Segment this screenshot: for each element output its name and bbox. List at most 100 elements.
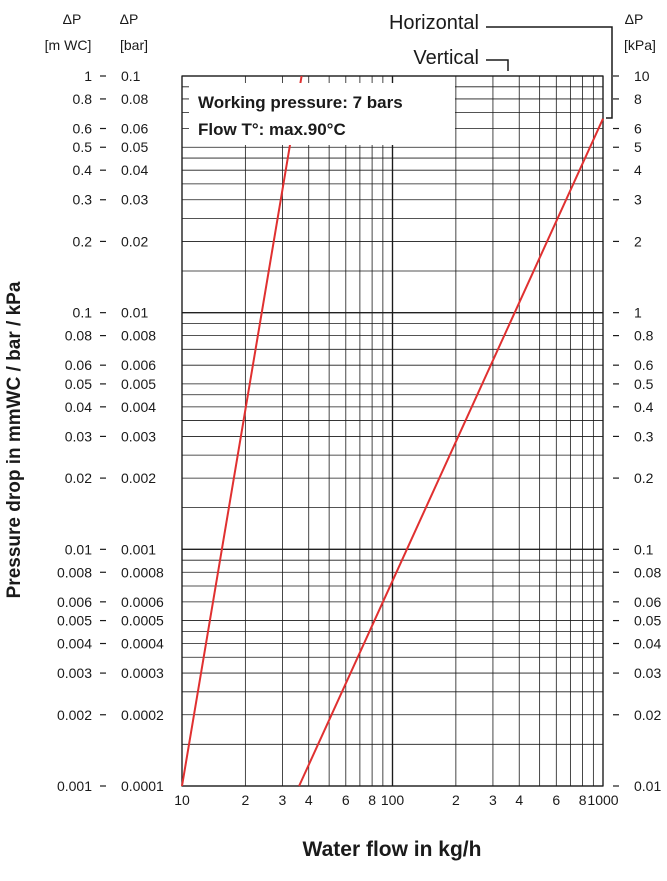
y-tick-label-bar: 0.0006 [121,594,164,610]
y-tick-label-m-wc: 0.8 [73,91,93,107]
y-tick-label-kpa: 0.1 [634,541,654,557]
y-tick-label-m-wc: 0.1 [73,305,93,321]
y-tick-label-bar: 0.03 [121,192,148,208]
y-tick-label-bar: 0.1 [121,68,141,84]
grid [181,75,604,787]
annotation-working-pressure: Working pressure: 7 bars [198,93,403,112]
plot-frame [181,75,604,787]
y-tick-label-m-wc: 0.3 [73,192,93,208]
y-tick-label-m-wc: 0.004 [57,636,92,652]
leader-horizontal [486,26,613,119]
y-tick-label-bar: 0.008 [121,328,156,344]
y-tick-label-bar: 0.0008 [121,564,164,580]
x-tick-label: 3 [489,792,497,808]
axis-unit-bar: [bar] [120,37,148,53]
series-line-horizontal [181,75,303,787]
y-tick-label-kpa: 2 [634,233,642,249]
leader-vertical [486,59,509,71]
x-tick-label: 6 [552,792,560,808]
x-tick-label: 1000 [587,792,618,808]
axis-unit-kpa: [kPa] [624,37,656,53]
y-tick-label-bar: 0.005 [121,376,156,392]
x-tick-label: 8 [579,792,587,808]
y-tick-label-m-wc: 0.5 [73,139,93,155]
x-tick-label: 2 [241,792,249,808]
y-tick-label-m-wc: 1 [84,68,92,84]
y-tick-label-kpa: 0.5 [634,376,654,392]
y-tick-label-kpa: 0.2 [634,470,654,486]
y-tick-label-m-wc: 0.02 [65,470,92,486]
x-tick-label: 100 [381,792,405,808]
y-tick-label-kpa: 0.3 [634,428,654,444]
series-line-vertical [298,118,604,787]
y-tick-label-m-wc: 0.04 [65,399,92,415]
x-tick-label: 6 [342,792,350,808]
y-tick-label-bar: 0.0005 [121,613,164,629]
y-tick-label-kpa: 0.06 [634,594,661,610]
y-axis-title: Pressure drop in mmWC / bar / kPa [4,281,25,598]
series-lines [181,75,604,787]
y-tick-label-kpa: 0.03 [634,665,661,681]
x-tick-label: 8 [368,792,376,808]
y-tick-label-m-wc: 0.05 [65,376,92,392]
axis-header-kpa: ΔP [625,11,644,27]
y-tick-label-bar: 0.003 [121,428,156,444]
y-tick-label-bar: 0.002 [121,470,156,486]
y-tick-label-m-wc: 0.4 [73,162,93,178]
annotation-flow-temperature: Flow T°: max.90°C [198,120,346,139]
axis-header-bar: ΔP [120,11,139,27]
y-tick-label-m-wc: 0.003 [57,665,92,681]
y-tick-label-bar: 0.01 [121,305,148,321]
y-tick-label-bar: 0.0001 [121,778,164,794]
y-tick-label-m-wc: 0.01 [65,541,92,557]
y-tick-label-kpa: 4 [634,162,642,178]
annotation-box: Working pressure: 7 bars Flow T°: max.90… [189,83,455,145]
y-tick-label-bar: 0.006 [121,357,156,373]
y-tick-label-bar: 0.0002 [121,707,164,723]
y-tick-label-kpa: 0.04 [634,636,661,652]
y-tick-label-kpa: 10 [634,68,650,84]
y-tick-label-bar: 0.02 [121,233,148,249]
y-tick-label-kpa: 0.08 [634,564,661,580]
axis-header-m-wc: ΔP [63,11,82,27]
y-tick-label-m-wc: 0.006 [57,594,92,610]
y-tick-label-bar: 0.08 [121,91,148,107]
y-tick-label-kpa: 0.4 [634,399,654,415]
y-tick-label-m-wc: 0.03 [65,428,92,444]
x-axis-title: Water flow in kg/h [303,838,482,861]
y-tick-label-m-wc: 0.001 [57,778,92,794]
series-label-vertical: Vertical [413,47,479,69]
y-tick-label-kpa: 5 [634,139,642,155]
y-tick-label-kpa: 3 [634,192,642,208]
axis-unit-m-wc: [m WC] [45,37,92,53]
x-tick-label: 4 [515,792,523,808]
y-tick-label-bar: 0.04 [121,162,148,178]
y-tick-label-bar: 0.06 [121,121,148,137]
y-tick-label-m-wc: 0.06 [65,357,92,373]
series-label-horizontal: Horizontal [389,12,479,34]
y-tick-label-m-wc: 0.2 [73,233,93,249]
annotation-background [189,83,455,145]
y-tick-label-kpa: 0.01 [634,778,661,794]
y-tick-label-m-wc: 0.6 [73,121,93,137]
y-tick-label-bar: 0.05 [121,139,148,155]
y-tick-label-kpa: 0.6 [634,357,654,373]
y-tick-label-bar: 0.004 [121,399,156,415]
y-tick-label-kpa: 1 [634,305,642,321]
x-tick-label: 4 [305,792,313,808]
y-tick-label-m-wc: 0.002 [57,707,92,723]
y-tick-label-kpa: 6 [634,121,642,137]
y-tick-label-m-wc: 0.08 [65,328,92,344]
y-tick-label-bar: 0.001 [121,541,156,557]
x-tick-label: 10 [174,792,190,808]
y-tick-label-m-wc: 0.008 [57,564,92,580]
y-tick-label-kpa: 0.02 [634,707,661,723]
x-tick-label: 2 [452,792,460,808]
y-tick-label-bar: 0.0004 [121,636,164,652]
axis-ticks: 1 0.1 10 0.8 0.08 8 0.6 0.06 6 0.5 0.05 5 0.4 0.04 4 0.… [57,68,662,808]
x-tick-label: 3 [279,792,287,808]
y-tick-label-kpa: 0.05 [634,613,661,629]
y-tick-label-m-wc: 0.005 [57,613,92,629]
y-tick-label-kpa: 0.8 [634,328,654,344]
